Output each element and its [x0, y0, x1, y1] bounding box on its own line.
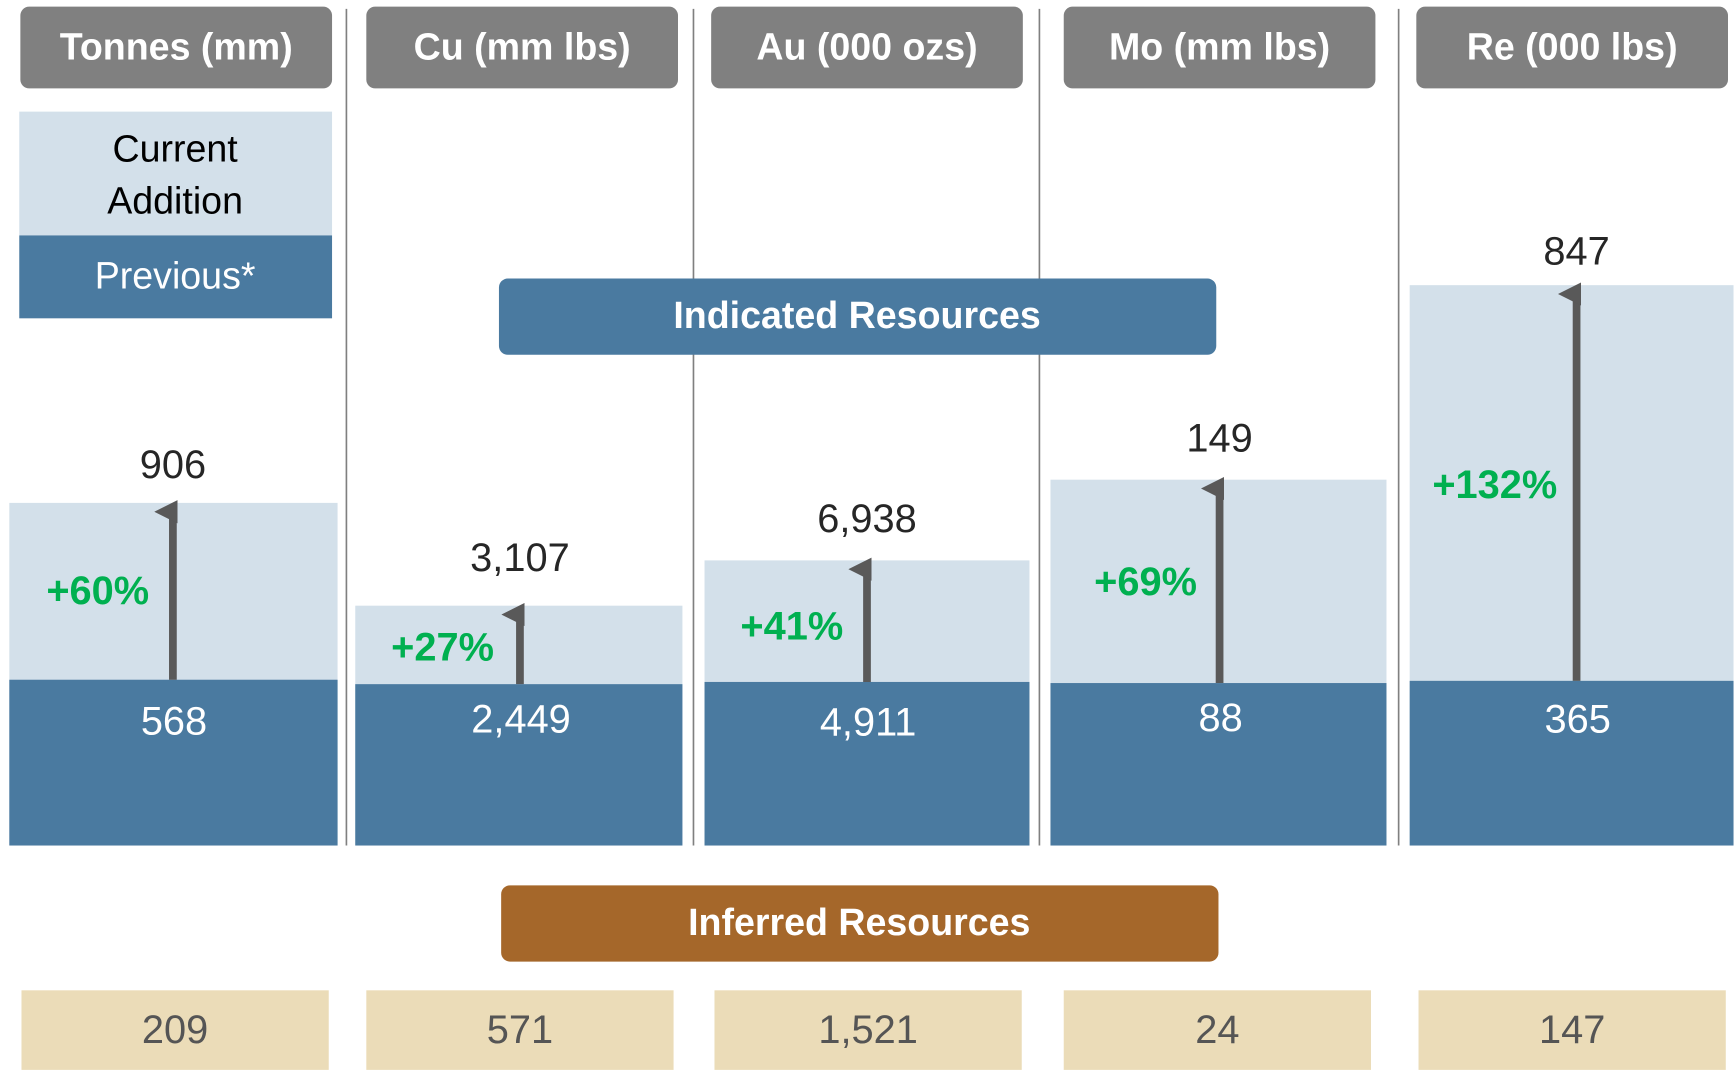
header: Re (000 lbs) — [1467, 26, 1678, 68]
inferred-box — [1418, 990, 1726, 1070]
change-label: +69% — [1094, 560, 1197, 604]
inferred-value: 209 — [142, 1008, 208, 1052]
total-label: 149 — [1186, 417, 1252, 461]
inferred-box — [366, 990, 674, 1070]
header: Au (000 ozs) — [756, 26, 977, 68]
change-label: +41% — [740, 604, 843, 648]
previous-label: 568 — [141, 699, 207, 743]
indicated-banner — [498, 278, 1217, 355]
previous-bar — [9, 679, 338, 846]
previous-bar — [355, 684, 683, 846]
inferred-value: 24 — [1195, 1008, 1239, 1052]
inferred-value: 1,521 — [818, 1008, 918, 1052]
inferred-value: 571 — [487, 1008, 553, 1052]
header-box — [1063, 6, 1376, 89]
header-box — [711, 6, 1023, 89]
previous-label: 365 — [1545, 697, 1611, 741]
previous-bar — [1409, 680, 1734, 846]
previous-bar — [704, 681, 1030, 846]
total-label: 6,938 — [817, 497, 917, 541]
change-label: +132% — [1432, 463, 1557, 507]
columns: Tonnes (mm) 906 +60% 568 209 Cu (mm lbs) 3,107… — [9, 6, 1734, 1070]
legend-current: Addition — [107, 179, 243, 221]
inferred-value: 147 — [1539, 1008, 1605, 1052]
dividers — [345, 8, 1400, 846]
header: Tonnes (mm) — [60, 26, 293, 68]
header-box — [366, 6, 678, 89]
total-label: 3,107 — [470, 536, 570, 580]
inferred-box — [714, 990, 1022, 1070]
previous-label: 88 — [1199, 696, 1243, 740]
total-label: 847 — [1543, 230, 1609, 274]
previous-label: 4,911 — [820, 701, 917, 745]
indicated-title: Indicated Resources — [673, 294, 1040, 336]
change-label: +60% — [46, 569, 149, 613]
legend-current: Current — [112, 127, 238, 169]
previous-bar — [1050, 683, 1387, 846]
header: Cu (mm lbs) — [414, 26, 631, 68]
legend-current-swatch — [19, 111, 333, 236]
inferred-banner — [501, 885, 1219, 962]
header: Mo (mm lbs) — [1109, 26, 1330, 68]
previous-label: 2,449 — [471, 697, 571, 741]
inferred-title: Inferred Resources — [688, 901, 1030, 943]
header-box — [1416, 6, 1728, 89]
header-box — [20, 6, 333, 89]
legend-previous-swatch — [19, 235, 333, 319]
total-label: 906 — [140, 443, 206, 487]
legend-previous: Previous* — [95, 254, 256, 296]
inferred-box — [21, 990, 329, 1070]
inferred-box — [1063, 990, 1371, 1070]
change-label: +27% — [391, 625, 494, 669]
